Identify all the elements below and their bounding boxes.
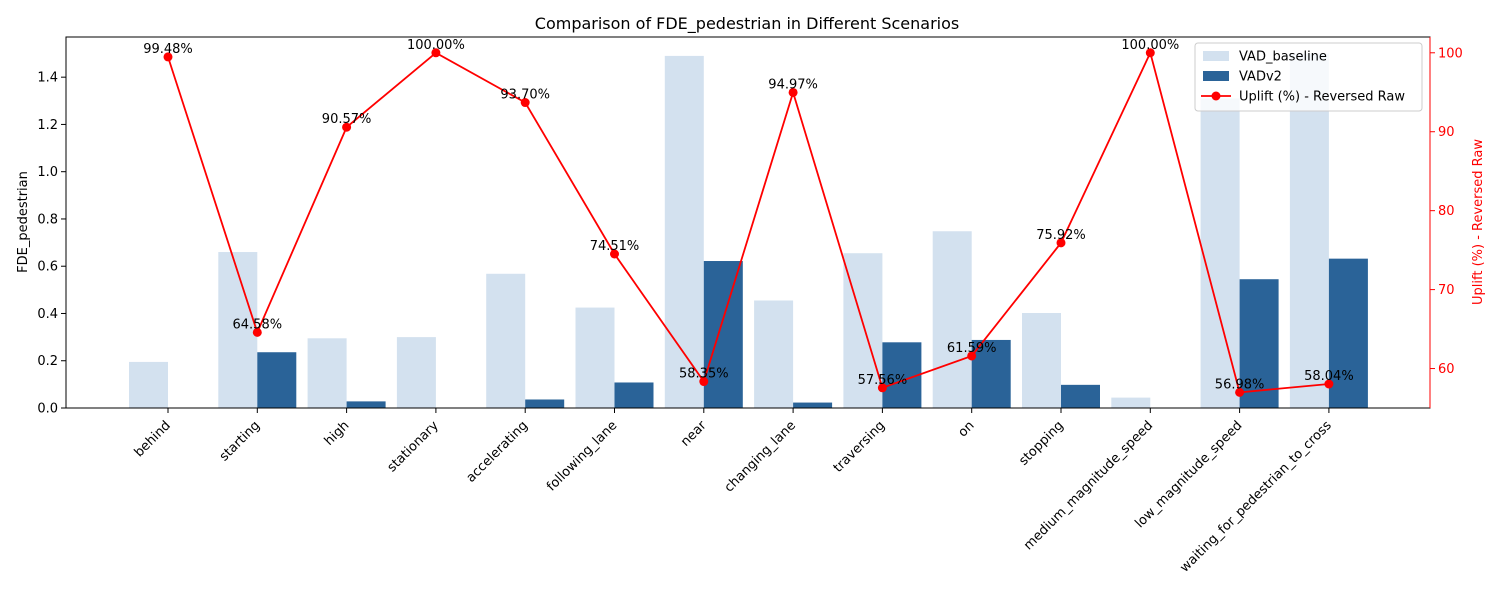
uplift-point <box>1324 379 1334 389</box>
y-axis-title: FDE_pedestrian <box>16 171 31 273</box>
x-tick-label: following_lane <box>544 418 620 494</box>
uplift-data-label: 64.58% <box>233 317 283 332</box>
legend-swatch <box>1203 51 1229 61</box>
y-tick-label: 0.6 <box>37 260 58 275</box>
uplift-point <box>520 98 530 108</box>
uplift-data-label: 99.48% <box>143 42 193 57</box>
bar-vadv2 <box>1239 279 1279 408</box>
x-tick-label: near <box>678 418 710 450</box>
y2-tick-label: 60 <box>1438 362 1455 377</box>
chart-title: Comparison of FDE_pedestrian in Differen… <box>535 14 959 34</box>
x-tick-label: stationary <box>385 418 442 475</box>
bar-vad-baseline <box>218 252 258 408</box>
y-tick-label: 0.0 <box>37 402 58 417</box>
left-y-axis: 0.0 0.2 0.4 0.6 0.8 1.0 1.2 1.4 <box>37 71 66 417</box>
legend-label: VAD_baseline <box>1239 50 1327 65</box>
legend-label: VADv2 <box>1239 70 1282 85</box>
legend-box <box>1194 42 1423 112</box>
uplift-point <box>163 52 173 62</box>
bars-group <box>129 53 1368 409</box>
bar-vad-baseline <box>1022 313 1061 408</box>
uplift-point <box>788 87 798 97</box>
uplift-data-label: 57.56% <box>858 373 908 388</box>
uplift-line-group: 99.48% 64.58% 90.57% 100.00% 93.70% 74.51% 58.… <box>143 38 1354 397</box>
bar-vad-baseline <box>575 307 615 408</box>
x-tick-label: starting <box>217 418 263 464</box>
bar-vad-baseline <box>1200 98 1240 409</box>
bar-vadv2 <box>346 401 386 408</box>
x-tick-label: accelerating <box>464 418 531 485</box>
uplift-point <box>1145 48 1155 58</box>
uplift-point <box>699 377 709 387</box>
bar-vadv2 <box>971 339 1011 408</box>
y-tick-label: 1.0 <box>37 165 58 180</box>
bar-vad-baseline <box>1289 53 1329 408</box>
bar-vad-baseline <box>129 361 168 408</box>
uplift-point <box>877 383 887 393</box>
y-tick-label: 1.4 <box>37 71 58 86</box>
bar-vadv2 <box>882 342 922 408</box>
uplift-data-label: 61.59% <box>947 341 997 356</box>
y-tick-label: 0.4 <box>37 307 58 322</box>
bar-vadv2 <box>525 399 565 408</box>
x-tick-label: changing_lane <box>722 418 799 495</box>
bar-vadv2 <box>703 261 743 408</box>
bar-vad-baseline <box>932 231 972 408</box>
uplift-data-label: 90.57% <box>322 112 372 127</box>
y-tick-label: 0.2 <box>37 354 58 369</box>
y2-tick-label: 70 <box>1438 283 1455 298</box>
uplift-data-label: 58.04% <box>1304 369 1354 384</box>
y2-tick-label: 80 <box>1438 204 1455 219</box>
bar-vad-baseline <box>664 55 704 409</box>
uplift-point <box>342 122 352 132</box>
uplift-data-label: 100.00% <box>1121 38 1179 53</box>
x-tick-label: behind <box>132 418 174 460</box>
uplift-point <box>431 48 441 58</box>
uplift-line <box>167 50 1329 394</box>
uplift-data-label: 93.70% <box>500 88 550 103</box>
x-tick-label: on <box>955 418 977 440</box>
uplift-point <box>610 249 619 259</box>
bar-vad-baseline <box>486 273 526 408</box>
y-tick-label: 0.8 <box>37 212 58 227</box>
bar-vad-baseline <box>1111 397 1151 408</box>
bar-vad-baseline <box>396 337 436 408</box>
legend: VAD_baseline VADv2 Uplift (%) - Reversed R… <box>1194 42 1423 112</box>
uplift-data-label: 75.92% <box>1036 228 1086 243</box>
y2-axis-title: Uplift (%) - Reversed Raw <box>1471 139 1486 305</box>
x-tick-label: waiting_for_pedestrian_to_cross <box>1177 418 1335 576</box>
uplift-point <box>1056 238 1066 248</box>
bar-vadv2 <box>793 402 833 408</box>
uplift-data-label: 100.00% <box>407 38 465 53</box>
bar-vadv2 <box>1061 384 1100 408</box>
x-tick-label: traversing <box>831 418 889 476</box>
legend-marker <box>1211 91 1221 101</box>
bar-vadv2 <box>614 382 654 408</box>
bar-vad-baseline <box>307 338 347 408</box>
y2-tick-label: 90 <box>1438 125 1455 140</box>
bar-vad-baseline <box>754 300 794 408</box>
uplift-point <box>1235 387 1245 397</box>
legend-swatch <box>1203 71 1229 81</box>
right-y-axis: 60 70 80 90 100 <box>1429 37 1463 408</box>
x-axis: behind starting high stationary accelerating… <box>132 408 1335 576</box>
uplift-point <box>252 327 262 337</box>
y-tick-label: 1.2 <box>37 118 58 133</box>
bar-vadv2 <box>1328 258 1368 408</box>
uplift-data-label: 74.51% <box>590 239 640 254</box>
uplift-data-label: 94.97% <box>768 77 818 92</box>
x-tick-label: stopping <box>1016 418 1067 469</box>
bar-vadv2 <box>257 352 297 408</box>
legend-label: Uplift (%) - Reversed Raw <box>1239 90 1405 105</box>
uplift-data-label: 56.98% <box>1215 377 1265 392</box>
uplift-data-label: 58.35% <box>679 367 729 382</box>
y2-tick-label: 100 <box>1438 46 1463 61</box>
x-tick-label: high <box>322 418 353 449</box>
uplift-point <box>967 351 977 361</box>
